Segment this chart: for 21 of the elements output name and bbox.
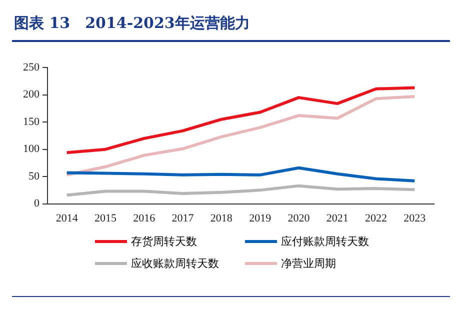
- x-tick-label: 2021: [326, 212, 348, 224]
- x-tick-label: 2015: [94, 212, 117, 224]
- y-tick-label: 0: [34, 198, 40, 210]
- x-tick-label: 2023: [404, 212, 426, 224]
- y-tick-label: 200: [23, 88, 40, 101]
- legend-label: 应收账款周转天数: [131, 256, 219, 271]
- y-tick-label: 100: [23, 143, 40, 156]
- x-tick-label: 2019: [249, 212, 272, 224]
- y-tick-label: 250: [23, 61, 40, 74]
- y-tick-label: 150: [23, 116, 40, 128]
- chart-title: 图表 13 2014-2023年运营能力: [14, 14, 250, 33]
- y-tick-label: 50: [28, 170, 40, 182]
- legend-label: 应付账款周转天数: [281, 234, 369, 249]
- x-tick-label: 2020: [288, 212, 310, 224]
- x-tick-label: 2022: [365, 212, 388, 224]
- x-tick-label: 2016: [133, 212, 156, 224]
- x-tick-label: 2017: [172, 212, 194, 224]
- x-tick-label: 2018: [210, 212, 233, 224]
- legend-label: 存货周转天数: [131, 234, 197, 249]
- x-tick-label: 2014: [56, 212, 78, 224]
- legend-label: 净营业周期: [281, 256, 336, 271]
